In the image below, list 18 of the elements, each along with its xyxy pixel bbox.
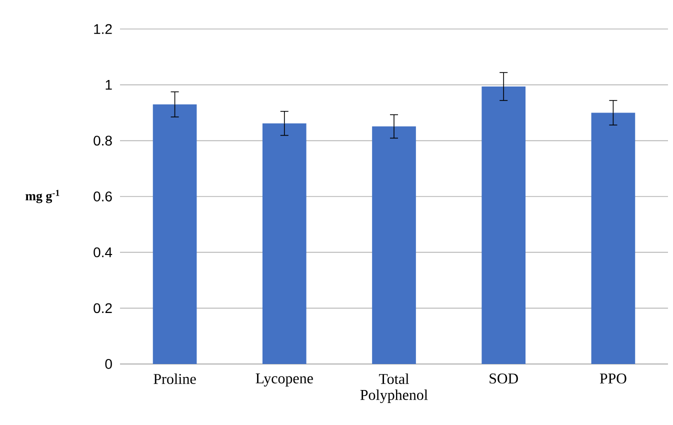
y-tick-label: 0.2	[94, 303, 112, 314]
bar	[262, 123, 306, 364]
x-tick-label: Total Polyphenol	[360, 374, 428, 404]
x-tick-label: SOD	[490, 374, 518, 384]
x-tick-label: PPO	[600, 374, 626, 384]
x-tick-label: Proline	[154, 374, 196, 384]
y-tick-label: 0.4	[94, 247, 112, 258]
bar	[372, 126, 416, 364]
y-tick-label: 1	[106, 80, 112, 90]
y-axis-title: mg g$^{-1}$	[26, 190, 60, 204]
y-tick-label: 0.8	[94, 136, 112, 146]
bar	[152, 104, 197, 364]
bar	[482, 86, 526, 364]
x-tick-label: Lycopene	[256, 374, 313, 387]
y-tick-label: 0	[105, 359, 112, 369]
y-tick-label: 1.2	[94, 24, 112, 34]
bar	[591, 112, 636, 364]
y-tick-label: 0.6	[94, 192, 112, 202]
